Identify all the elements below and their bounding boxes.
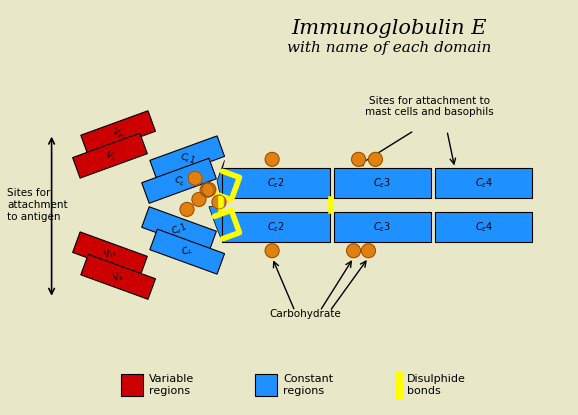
- Bar: [255, 374, 277, 396]
- Text: Disulphide
bonds: Disulphide bonds: [407, 374, 466, 395]
- Circle shape: [188, 171, 202, 185]
- Bar: [142, 207, 216, 252]
- Text: $C_\varepsilon 3$: $C_\varepsilon 3$: [373, 176, 391, 190]
- Bar: [142, 158, 216, 203]
- Text: $C_\varepsilon 2$: $C_\varepsilon 2$: [267, 176, 285, 190]
- Circle shape: [265, 244, 279, 258]
- Bar: [73, 232, 147, 277]
- Circle shape: [200, 183, 214, 197]
- Circle shape: [351, 152, 365, 166]
- Bar: [334, 168, 431, 198]
- Text: $V_H$: $V_H$: [110, 125, 126, 141]
- Circle shape: [192, 193, 206, 206]
- Bar: [121, 374, 143, 396]
- Circle shape: [265, 152, 279, 166]
- Bar: [81, 111, 155, 156]
- Text: $C_\varepsilon 4$: $C_\varepsilon 4$: [475, 220, 493, 234]
- Bar: [435, 212, 532, 242]
- Circle shape: [347, 244, 361, 258]
- Bar: [81, 254, 155, 299]
- Bar: [150, 136, 224, 181]
- Text: $V_L$: $V_L$: [102, 148, 117, 164]
- Text: Sites for
attachment
to antigen: Sites for attachment to antigen: [7, 188, 68, 222]
- Circle shape: [368, 152, 383, 166]
- Text: $C_\varepsilon 4$: $C_\varepsilon 4$: [475, 176, 493, 190]
- Text: Sites for attachment to
mast cells and basophils: Sites for attachment to mast cells and b…: [365, 96, 494, 117]
- Bar: [334, 212, 431, 242]
- Bar: [73, 133, 147, 178]
- Bar: [150, 229, 224, 274]
- Circle shape: [180, 203, 194, 216]
- Text: Carbohydrate: Carbohydrate: [269, 309, 341, 319]
- Circle shape: [361, 244, 376, 258]
- Bar: [223, 168, 329, 198]
- Text: Variable
regions: Variable regions: [149, 374, 194, 395]
- Text: $C_\varepsilon 3$: $C_\varepsilon 3$: [373, 220, 391, 234]
- Text: $V_L$: $V_L$: [110, 269, 125, 285]
- Circle shape: [212, 195, 226, 209]
- Text: $C_\varepsilon 2$: $C_\varepsilon 2$: [267, 220, 285, 234]
- Text: Immunoglobulin E: Immunoglobulin E: [291, 19, 487, 38]
- Bar: [223, 212, 329, 242]
- Bar: [435, 168, 532, 198]
- Text: $C_L$: $C_L$: [180, 244, 195, 259]
- Text: $C_L$: $C_L$: [172, 173, 187, 188]
- Text: $C_\varepsilon 1$: $C_\varepsilon 1$: [177, 150, 197, 167]
- Text: $V_H$: $V_H$: [102, 247, 118, 262]
- Text: $C_\varepsilon 1$: $C_\varepsilon 1$: [169, 221, 188, 238]
- Circle shape: [202, 183, 216, 196]
- Text: with name of each domain: with name of each domain: [287, 41, 491, 55]
- Polygon shape: [209, 160, 224, 242]
- Text: Constant
regions: Constant regions: [283, 374, 333, 395]
